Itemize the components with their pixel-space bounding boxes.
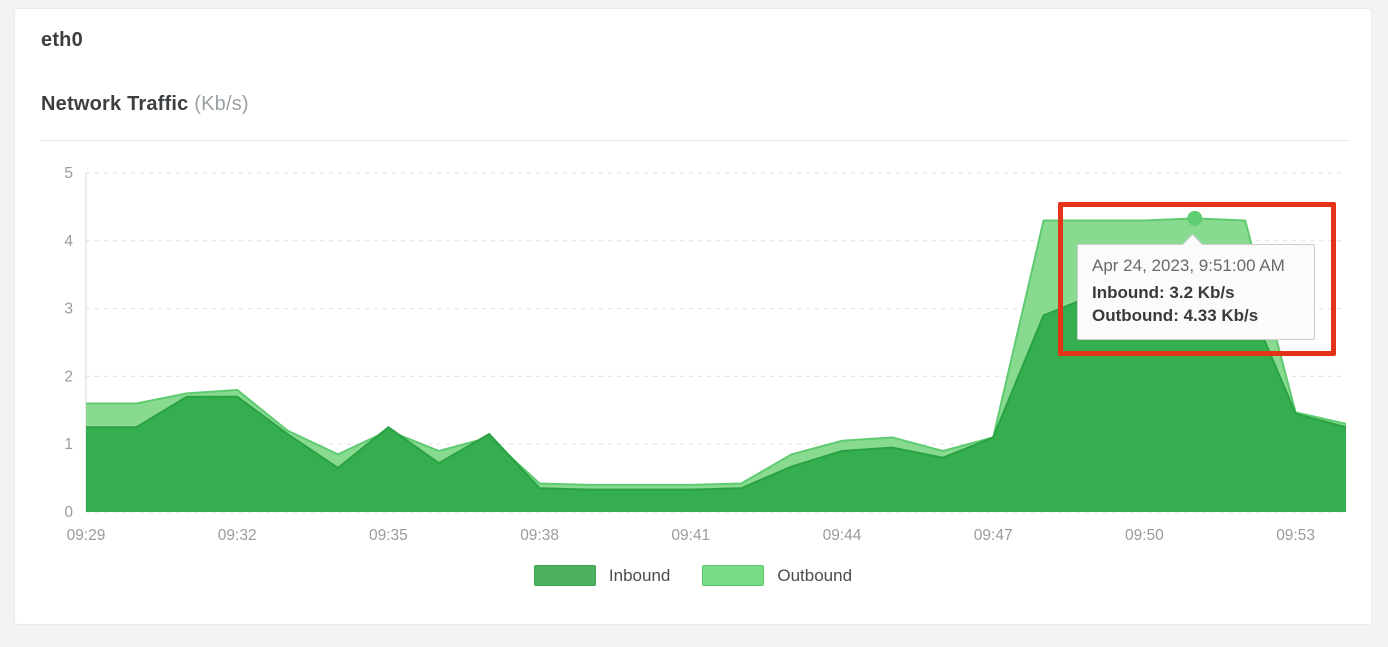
traffic-chart[interactable]: 0 1 2 3 4 5 09:29 09:32 09:35 09:38 09:41 09:44 09:4… [15, 151, 1371, 561]
y-tick-label: 1 [64, 436, 73, 453]
interface-title: eth0 [41, 29, 83, 51]
x-tick-label: 09:29 [67, 527, 106, 544]
highlighted-point-marker[interactable] [1187, 210, 1203, 226]
outbound-legend-label: Outbound [777, 565, 853, 585]
inbound-legend-swatch [533, 565, 596, 586]
y-tick-label: 0 [64, 504, 73, 521]
y-tick-label: 4 [64, 233, 73, 250]
chart-legend: Inbound Outbound [15, 565, 1371, 586]
x-tick-label: 09:32 [218, 527, 257, 544]
legend-item-outbound[interactable]: Outbound [702, 565, 852, 586]
x-tick-label: 09:41 [671, 527, 710, 544]
x-tick-label: 09:44 [823, 527, 862, 544]
y-tick-label: 3 [64, 301, 73, 318]
chart-title-text: Network Traffic [41, 93, 189, 115]
chart-tooltip: Apr 24, 2023, 9:51:00 AM Inbound: 3.2 Kb… [1077, 233, 1315, 340]
header-divider [41, 140, 1349, 141]
x-tick-label: 09:35 [369, 527, 408, 544]
x-tick-label: 09:50 [1125, 527, 1164, 544]
outbound-legend-swatch [702, 565, 765, 586]
x-tick-label: 09:47 [974, 527, 1013, 544]
y-tick-label: 2 [64, 368, 73, 385]
y-tick-label: 5 [64, 165, 73, 182]
tooltip-timestamp: Apr 24, 2023, 9:51:00 AM [1092, 256, 1285, 275]
chart-title: Network Traffic (Kb/s) [41, 93, 249, 116]
legend-item-inbound[interactable]: Inbound [533, 565, 671, 586]
inbound-legend-label: Inbound [608, 565, 671, 585]
area-inbound[interactable] [86, 295, 1346, 512]
chart-units: (Kb/s) [194, 93, 249, 115]
line-outbound [86, 217, 1347, 486]
x-tick-label: 09:38 [520, 527, 559, 544]
network-traffic-panel: eth0 Network Traffic (Kb/s) 0 1 2 3 4 5 09:29 0… [14, 8, 1372, 625]
x-tick-label: 09:53 [1276, 527, 1315, 544]
tooltip-outbound-value: Outbound: 4.33 Kb/s [1092, 306, 1259, 325]
tooltip-inbound-value: Inbound: 3.2 Kb/s [1092, 283, 1235, 302]
